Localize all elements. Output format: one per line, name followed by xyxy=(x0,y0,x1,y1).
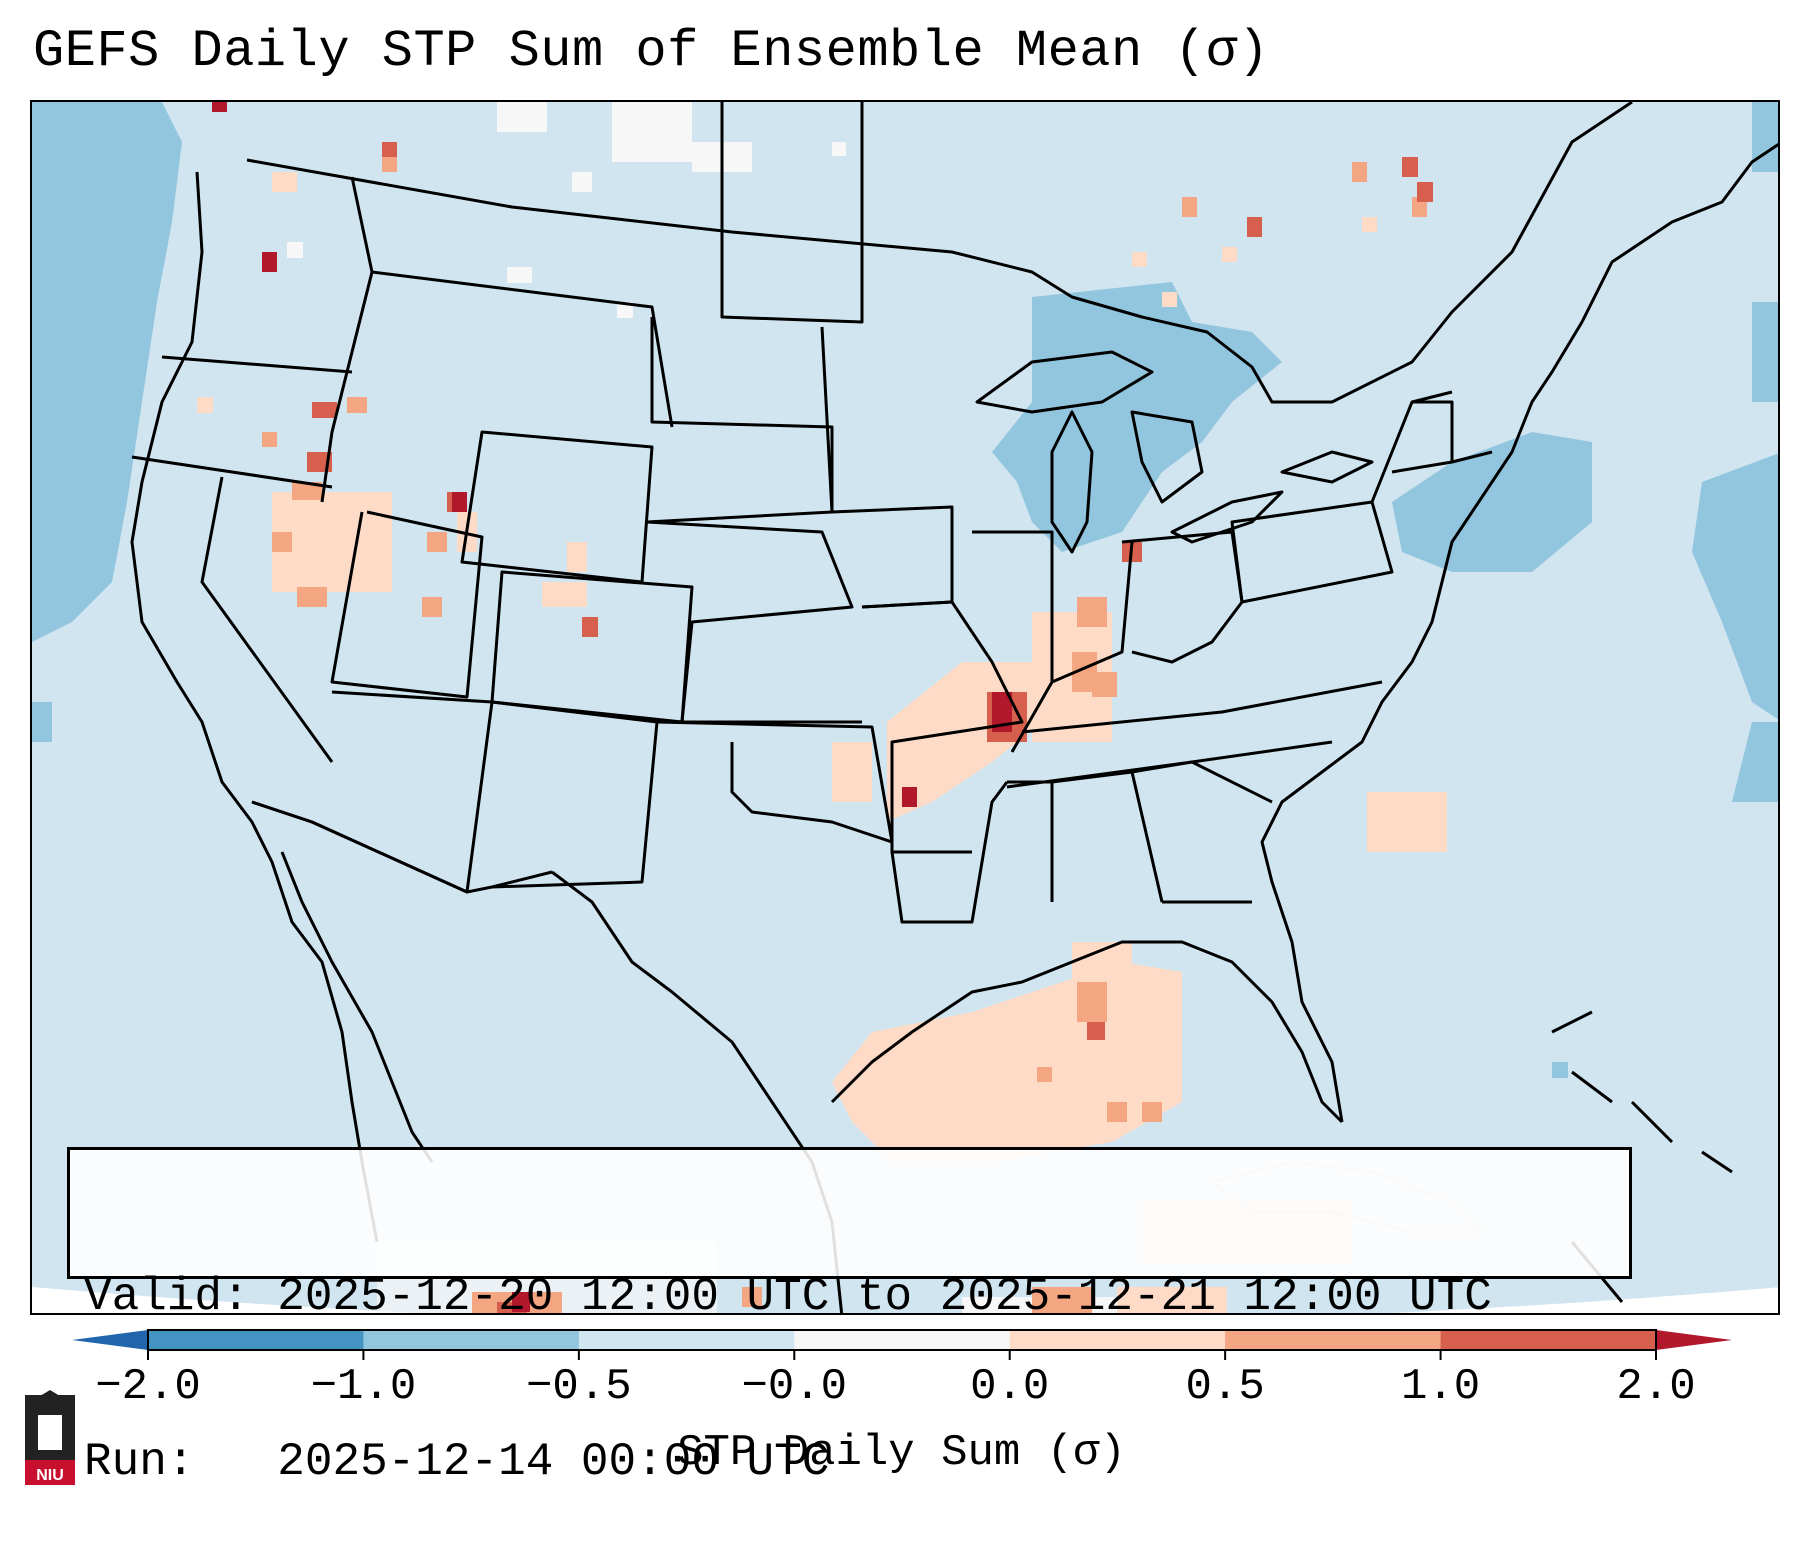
niu-logo: NIU xyxy=(25,1390,75,1485)
state-line-midwest xyxy=(972,530,1134,753)
state-line-nm xyxy=(491,700,659,889)
run-time: 2025-12-14 00:00 UTC xyxy=(277,1436,830,1488)
state-line-wa-or xyxy=(161,355,353,374)
east-coast xyxy=(1260,142,1778,1123)
logo-text: NIU xyxy=(36,1467,64,1484)
colorbar-tick-label: −0.5 xyxy=(526,1362,632,1412)
lake-michigan xyxy=(1050,410,1094,554)
geographic-boundaries xyxy=(130,102,1778,1313)
colorbar-tick-label: −1.0 xyxy=(310,1362,417,1412)
colorbar-label: STP Daily Sum (σ) xyxy=(677,1428,1126,1478)
state-line-tn-ky xyxy=(1006,680,1383,789)
map-canvas xyxy=(32,102,1778,1313)
extreme-cells xyxy=(212,102,1012,1312)
colorbar-frame xyxy=(147,1329,1657,1351)
lake-huron xyxy=(1130,410,1204,504)
colorbar-tick-label: 0.0 xyxy=(970,1362,1050,1412)
lake-ontario xyxy=(1280,450,1374,484)
gulf-coast-north xyxy=(830,940,1344,1124)
baja-peninsula xyxy=(280,851,434,1163)
lake-superior xyxy=(975,350,1154,414)
colorbar-tick-label: 2.0 xyxy=(1616,1362,1696,1412)
colorbar-bin xyxy=(578,1330,795,1350)
state-line-ut xyxy=(330,510,484,699)
state-line-id xyxy=(320,176,374,503)
validity-info-box: Valid: 2025-12-20 12:00 UTC to 2025-12-2… xyxy=(67,1147,1632,1488)
colorbar xyxy=(72,1329,1732,1360)
colorbar-tick-label: 1.0 xyxy=(1400,1362,1481,1412)
state-line-mt-wy xyxy=(371,270,674,428)
run-label: Run: xyxy=(84,1436,195,1488)
us-canada-border xyxy=(246,102,1633,404)
colorbar-bin xyxy=(1009,1330,1226,1350)
colorbar-bin xyxy=(363,1330,580,1350)
state-line-new-england xyxy=(1391,400,1493,474)
state-line-la-ms xyxy=(890,781,1009,924)
negative-anomaly-cells xyxy=(32,102,1778,1078)
us-mexico-border xyxy=(251,800,553,894)
colorbar-tick-label: −2.0 xyxy=(95,1362,201,1412)
colorbar-bin xyxy=(1225,1330,1442,1350)
map-panel xyxy=(30,100,1780,1315)
state-line-dakotas xyxy=(646,102,864,524)
state-line-nv xyxy=(200,476,334,763)
plot-title: GEFS Daily STP Sum of Ensemble Mean (σ) xyxy=(33,22,1270,81)
west-coast xyxy=(130,171,379,1243)
lake-erie xyxy=(1170,490,1284,544)
valid-label: Valid: xyxy=(84,1271,250,1323)
projection-domain xyxy=(32,102,1778,1313)
state-line-ohio-valley xyxy=(1121,530,1244,664)
colorbar-under-arrow xyxy=(72,1330,148,1350)
valid-range: 2025-12-20 12:00 UTC to 2025-12-21 12:00… xyxy=(277,1271,1492,1323)
colorbar-tick-label: −0.0 xyxy=(741,1362,848,1412)
colorbar-bin xyxy=(148,1330,364,1350)
colorbar-bin xyxy=(1440,1330,1657,1350)
valid-line: Valid: 2025-12-20 12:00 UTC to 2025-12-2… xyxy=(84,1270,1615,1325)
run-line: Run: 2025-12-14 00:00 UTC xyxy=(84,1435,1615,1490)
colorbar-bin xyxy=(794,1330,1011,1350)
state-line-ok-tx xyxy=(656,720,894,844)
positive-mid-cells xyxy=(262,157,1427,1313)
colorbar-tick-label: 0.5 xyxy=(1185,1362,1265,1412)
colorbar-over-arrow xyxy=(1656,1330,1732,1350)
outside-domain xyxy=(32,1287,1778,1313)
state-line-or-ca xyxy=(131,455,333,489)
